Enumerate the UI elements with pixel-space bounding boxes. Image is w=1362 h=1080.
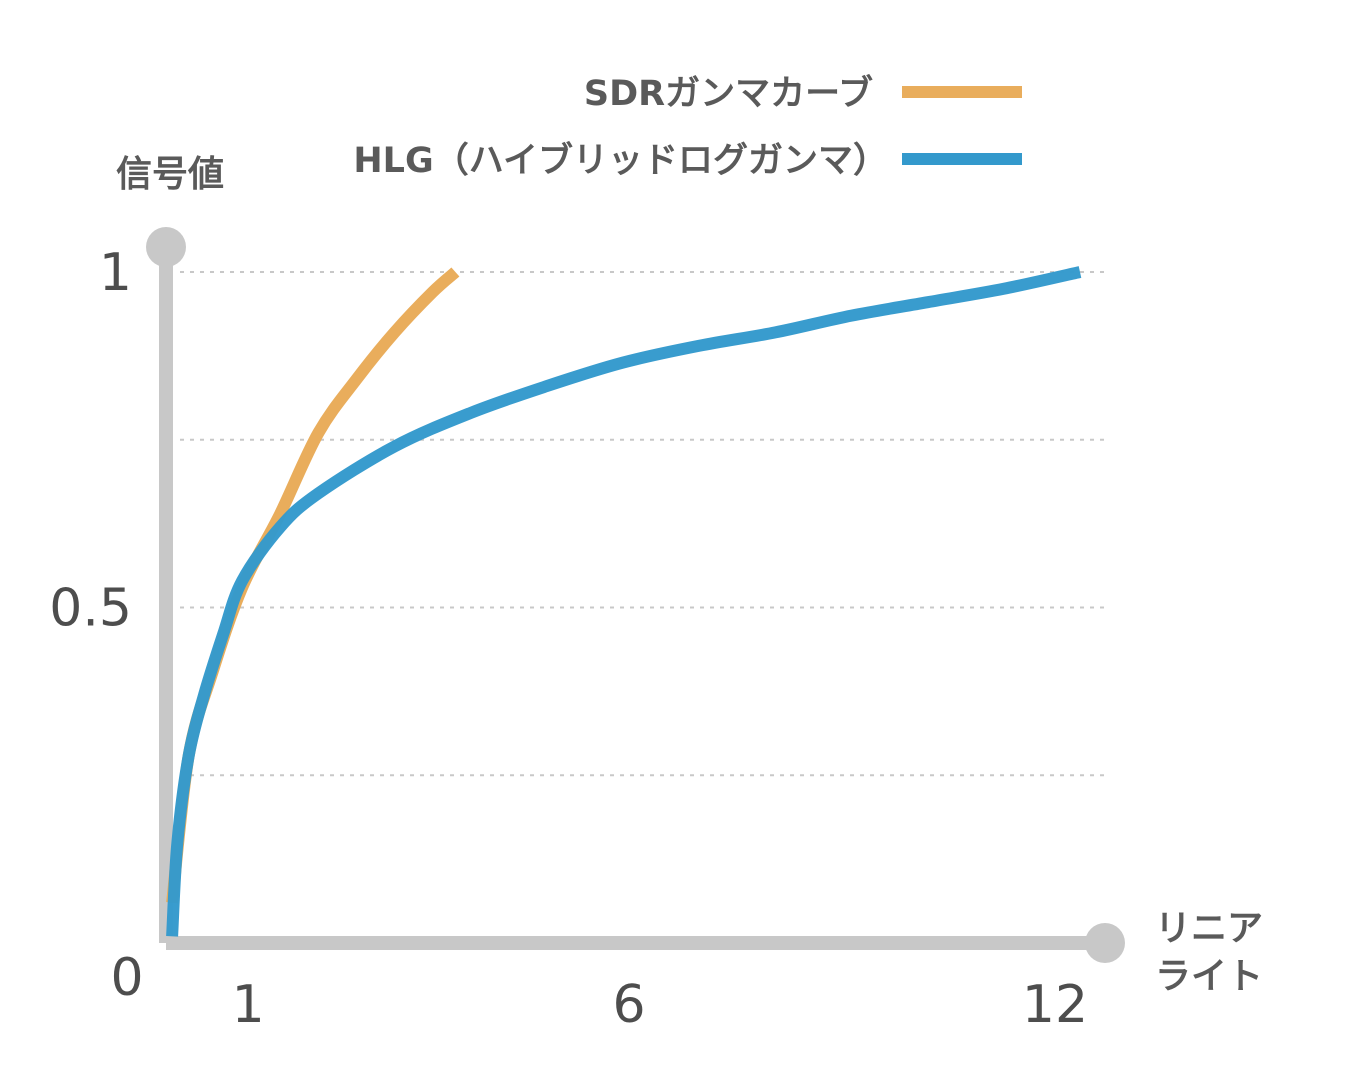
y-axis-label: 信号値 — [116, 154, 224, 195]
tick-labels: 0 0.5 1 1 6 12 — [49, 243, 1088, 1035]
y-tick-label: 0.5 — [49, 579, 132, 639]
x-tick-label: 1 — [232, 975, 265, 1035]
x-axis-label-line1: リニア — [1155, 908, 1263, 949]
legend-label-hlg: HLG（ハイブリッドログガンマ） — [353, 140, 888, 181]
x-axis-label-line2: ライト — [1155, 956, 1263, 997]
x-tick-label: 12 — [1022, 975, 1088, 1035]
y-axis-end-dot — [146, 227, 186, 267]
axes — [146, 227, 1125, 963]
legend-label-sdr: SDRガンマカーブ — [584, 73, 873, 114]
series-line-sdr — [166, 267, 460, 904]
series-line-hlg — [166, 266, 1082, 937]
legend: SDRガンマカーブ HLG（ハイブリッドログガンマ） — [353, 73, 1022, 181]
gridlines — [180, 271, 1110, 777]
y-tick-label: 1 — [99, 243, 132, 303]
y-tick-label: 0 — [110, 948, 143, 1008]
x-axis-end-dot — [1085, 923, 1125, 963]
series — [166, 266, 1082, 937]
x-tick-label: 6 — [612, 975, 645, 1035]
